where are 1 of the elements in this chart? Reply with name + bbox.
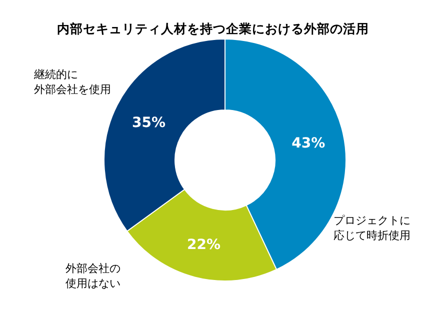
title: 内部セキュリティ人材を持つ企業における外部の活用 bbox=[57, 21, 369, 36]
